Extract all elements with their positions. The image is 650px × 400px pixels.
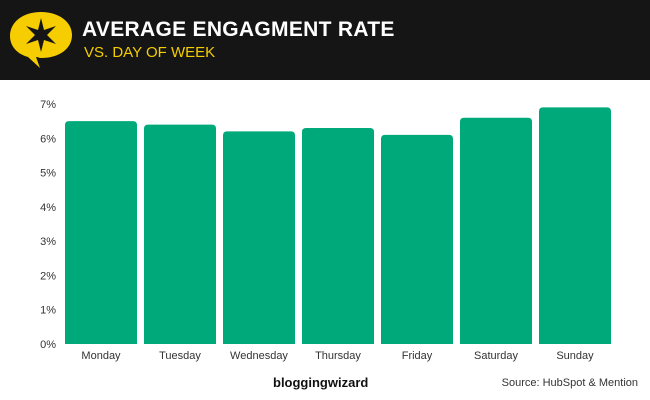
bar-friday [381,134,453,344]
y-tick-label: 2% [40,270,56,282]
y-tick-label: 3% [40,236,56,248]
x-tick-label: Thursday [315,350,361,362]
x-tick-label: Wednesday [230,350,288,362]
bar-saturday [460,117,532,344]
source-note: Source: HubSpot & Mention [501,377,638,389]
chart-title: AVERAGE ENGAGMENT RATE [82,18,395,41]
brand-logo: bloggingwizard [273,375,369,390]
y-tick-label: 4% [40,202,56,214]
bar-wednesday [223,131,295,344]
header: AVERAGE ENGAGMENT RATE VS. DAY OF WEEK [0,0,650,80]
bar-tuesday [144,124,216,344]
x-tick-label: Saturday [474,350,519,362]
x-tick-label: Friday [402,350,433,362]
y-tick-label: 5% [40,168,56,180]
x-tick-label: Tuesday [159,350,201,362]
star-speech-bubble-icon [10,12,72,68]
y-tick-label: 0% [40,339,56,351]
y-tick-label: 6% [40,133,56,145]
bar-sunday [539,107,611,344]
chart-subtitle: VS. DAY OF WEEK [84,44,216,61]
x-tick-label: Sunday [556,350,594,362]
bar-monday [65,121,137,344]
y-tick-label: 1% [40,305,56,317]
bar-chart: 0% 1% 2% 3% 4% 5% 6% 7% Monday Tuesday Wednesday Th… [40,99,611,362]
x-tick-label: Monday [81,350,121,362]
bar-thursday [302,128,374,344]
y-tick-label: 7% [40,99,56,111]
